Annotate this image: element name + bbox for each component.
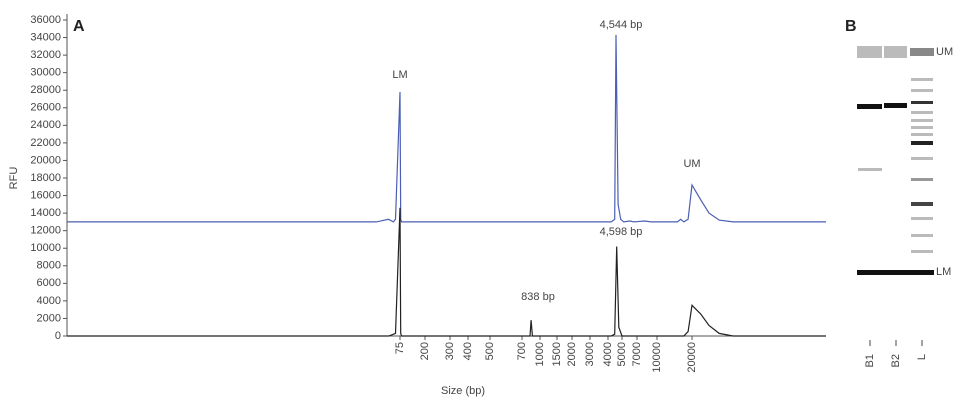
x-tick-label: 400 [462, 342, 474, 360]
x-tick-label: 700 [516, 342, 528, 360]
y-tick-label: 8000 [37, 260, 61, 272]
y-tick-label: 24000 [30, 119, 61, 131]
marker-label: LM [936, 266, 951, 278]
x-tick-label: 3000 [584, 342, 596, 366]
y-tick-label: 16000 [30, 189, 61, 201]
y-tick-label: 28000 [30, 84, 61, 96]
gel: B UM LM B1 B2 L [845, 18, 953, 367]
y-tick-label: 32000 [30, 49, 61, 61]
x-tick-label: 1000 [534, 342, 546, 366]
annotation: 838 bp [521, 291, 555, 303]
band [884, 46, 907, 58]
x-tick-label: 300 [444, 342, 456, 360]
band [857, 46, 882, 58]
trace [67, 35, 826, 222]
x-tick-label: 7000 [631, 342, 643, 366]
x-tick-label: 20000 [686, 342, 698, 373]
y-tick-label: 36000 [30, 14, 61, 26]
x-tick-label: 1500 [551, 342, 563, 366]
panel-label: B [845, 18, 857, 35]
band [884, 103, 907, 108]
y-tick-label: 30000 [30, 67, 61, 79]
marker-label: UM [936, 46, 953, 58]
annotation: 4,598 bp [600, 226, 643, 238]
lane-label: B2 [890, 354, 902, 367]
y-tick-label: 10000 [30, 242, 61, 254]
annotation: 4,544 bp [600, 19, 643, 31]
x-tick-label: 5000 [616, 342, 628, 366]
x-tick-label: 4000 [602, 342, 614, 366]
x-tick-label: 500 [484, 342, 496, 360]
band [858, 168, 882, 171]
x-tick-label: 200 [419, 342, 431, 360]
x-tick-label: 75 [394, 342, 406, 354]
y-tick-label: 2000 [37, 312, 61, 324]
y-tick-label: 20000 [30, 154, 61, 166]
y-tick-label: 14000 [30, 207, 61, 219]
x-axis-title: Size (bp) [441, 385, 485, 397]
x-tick-label: 10000 [651, 342, 663, 373]
y-tick-label: 0 [55, 330, 61, 342]
y-tick-label: 6000 [37, 277, 61, 289]
band [857, 270, 934, 275]
trace [67, 208, 826, 336]
lane-label: B1 [864, 354, 876, 367]
band [857, 104, 882, 109]
annotation: UM [683, 158, 700, 170]
annotation: LM [392, 69, 407, 81]
panel-label: A [73, 18, 85, 35]
y-tick-label: 34000 [30, 31, 61, 43]
y-tick-label: 18000 [30, 172, 61, 184]
y-tick-label: 12000 [30, 225, 61, 237]
band [910, 48, 934, 56]
chart: A RFU Size (bp) B UM LM B1 B2 L 0 2000 400… [0, 0, 956, 398]
lane-label: L [916, 354, 928, 360]
y-tick-label: 22000 [30, 137, 61, 149]
y-tick-label: 4000 [37, 295, 61, 307]
x-tick-label: 2000 [566, 342, 578, 366]
y-tick-label: 26000 [30, 102, 61, 114]
y-axis-title: RFU [8, 167, 20, 190]
gel-background [857, 40, 935, 340]
